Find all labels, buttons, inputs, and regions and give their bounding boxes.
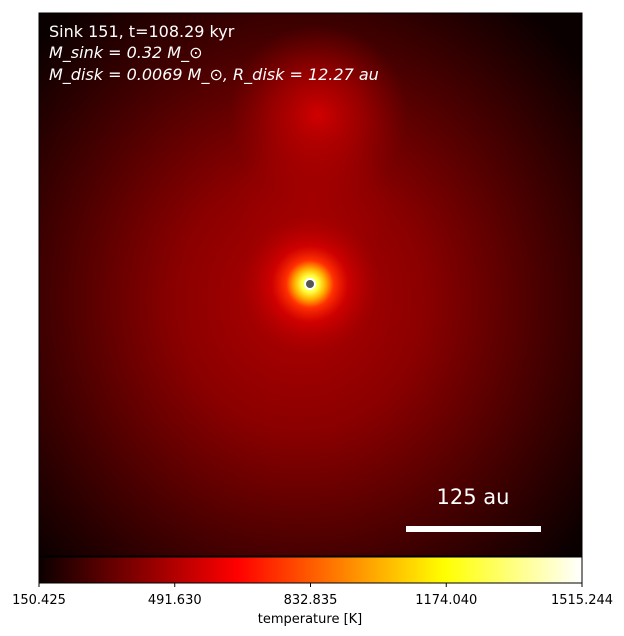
- heatmap-frame: [38, 12, 583, 557]
- colorbar-tick-label: 1515.244: [551, 593, 613, 608]
- colorbar: [38, 556, 583, 584]
- colorbar-tick-label: 1174.040: [415, 593, 477, 608]
- scale-bar-label: 125 au: [437, 485, 510, 509]
- scale-bar: [406, 526, 541, 532]
- sink-marker: [304, 278, 316, 290]
- sink-mass-label: M_sink = 0.32 M_⊙: [49, 43, 203, 63]
- colorbar-axis-label: temperature [K]: [258, 612, 363, 627]
- colorbar-ticks: 150.425 491.630 832.835 1174.040 1515.244: [12, 583, 613, 608]
- colorbar-tick-label: 150.425: [12, 593, 66, 608]
- heatmap-panel: [39, 13, 582, 556]
- disk-properties-label: M_disk = 0.0069 M_⊙, R_disk = 12.27 au: [49, 65, 379, 85]
- colorbar-tick-label: 491.630: [148, 593, 202, 608]
- sink-time-label: Sink 151, t=108.29 kyr: [49, 22, 235, 41]
- colorbar-tick-label: 832.835: [284, 593, 338, 608]
